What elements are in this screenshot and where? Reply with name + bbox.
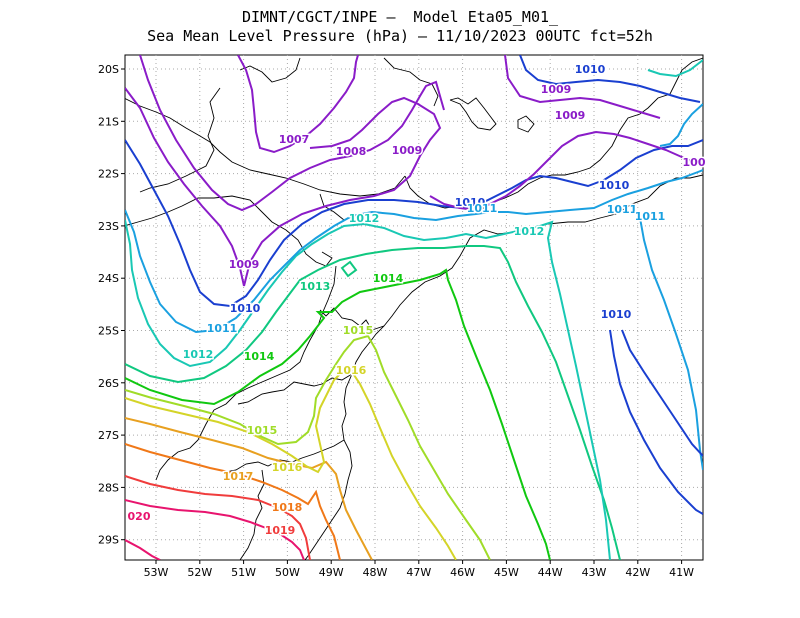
longitude-tick-labels: 53W 52W 51W 50W 49W 48W 47W 46W 45W 44W 43W 42W 41W <box>144 560 694 579</box>
lat-tick-label: 20S <box>98 63 119 76</box>
contour-label: 1008 <box>336 145 367 158</box>
isobar-1009-c <box>243 96 442 287</box>
map-frame <box>124 54 704 561</box>
isobar-1011-ne <box>659 103 703 147</box>
isobar-1010-e2 <box>621 329 703 457</box>
lat-tick-label: 29S <box>98 534 119 547</box>
isobar-1009-se <box>429 130 703 212</box>
contour-label: 1018 <box>272 501 303 514</box>
contour-label: 1009 <box>555 109 586 122</box>
contour-label: 1011 <box>607 203 638 216</box>
isobar-1012-ne <box>647 59 703 78</box>
lat-tick-label: 21S <box>98 115 119 128</box>
contour-label: 1010 <box>599 179 630 192</box>
isobar-1018 <box>125 443 341 560</box>
isobar-1009-w <box>125 87 245 287</box>
lat-tick-label: 24S <box>98 272 119 285</box>
lon-tick-label: 53W <box>144 566 169 579</box>
contour-label: 1014 <box>244 350 275 363</box>
isobar-1011 <box>125 169 703 334</box>
map-title-line-2: Sea Mean Level Pressure (hPa) – 11/10/20… <box>147 27 653 45</box>
lon-tick-label: 47W <box>406 566 431 579</box>
contour-label: 1017 <box>223 470 254 483</box>
isobar-1015 <box>125 334 491 560</box>
isobar-1008 <box>139 55 445 212</box>
isobar-1010 <box>125 139 703 308</box>
contour-label: 1011 <box>635 210 666 223</box>
contour-label: 1012 <box>514 225 545 238</box>
lat-tick-label: 26S <box>98 377 119 390</box>
lon-tick-label: 51W <box>231 566 256 579</box>
contour-label: 1012 <box>183 348 214 361</box>
contour-label: 1011 <box>467 202 498 215</box>
contour-label: 1007 <box>279 133 310 146</box>
contour-label: 1009 <box>541 83 572 96</box>
contour-label: 1011 <box>207 322 238 335</box>
isobar-1012 <box>125 219 611 560</box>
contour-label: 1019 <box>265 524 296 537</box>
contour-label: 1012 <box>349 212 380 225</box>
isobar-1013-ring <box>340 260 358 278</box>
contour-label: 1010 <box>575 63 606 76</box>
contour-label: 1015 <box>247 424 278 437</box>
lon-tick-label: 43W <box>582 566 607 579</box>
contour-label: 1014 <box>373 272 404 285</box>
lon-tick-label: 42W <box>625 566 650 579</box>
contour-label: 1016 <box>272 461 303 474</box>
lat-tick-label: 25S <box>98 325 119 338</box>
contour-label: 1016 <box>336 364 367 377</box>
contour-label: 1010 <box>601 308 632 321</box>
lon-tick-label: 45W <box>494 566 519 579</box>
lat-tick-label: 23S <box>98 220 119 233</box>
lon-tick-label: 49W <box>319 566 344 579</box>
isobar-1009-ne <box>504 55 661 119</box>
contour-label: 020 <box>128 510 151 523</box>
lon-tick-label: 41W <box>669 566 694 579</box>
isobar-1010-e <box>609 329 703 515</box>
isobar-1011-e <box>639 217 703 471</box>
isobar-1016 <box>125 371 457 560</box>
isobars <box>125 55 703 560</box>
lon-tick-label: 50W <box>275 566 300 579</box>
isobar-1020 <box>125 539 161 560</box>
lon-tick-label: 46W <box>450 566 475 579</box>
lat-tick-label: 28S <box>98 481 119 494</box>
contour-label: 1010 <box>455 196 486 209</box>
lat-lon-grid <box>125 55 703 560</box>
isobar-1007 <box>237 55 359 154</box>
lon-tick-label: 44W <box>538 566 563 579</box>
isobar-1020-b <box>125 499 305 560</box>
contour-label: 1009 <box>229 258 260 271</box>
isobar-1013 <box>125 245 621 560</box>
isobar-1010-n <box>519 55 701 103</box>
isobar-1014 <box>125 268 551 560</box>
contour-label: 1010 <box>230 302 261 315</box>
latitude-tick-labels: 20S 21S 22S 23S 24S 25S 26S 27S 28S 29S <box>98 63 125 547</box>
contour-label: 1009 <box>392 144 423 157</box>
lon-tick-label: 52W <box>187 566 212 579</box>
contour-label: 1013 <box>300 280 331 293</box>
lon-tick-label: 48W <box>363 566 388 579</box>
contour-label: 1015 <box>343 324 374 337</box>
lat-tick-label: 27S <box>98 429 119 442</box>
lat-tick-label: 22S <box>98 168 119 181</box>
contour-label: 100 <box>683 156 706 169</box>
isobar-1019 <box>125 475 311 560</box>
map-title-line-1: DIMNT/CGCT/INPE – Model Eta05_M01_ <box>241 8 559 26</box>
